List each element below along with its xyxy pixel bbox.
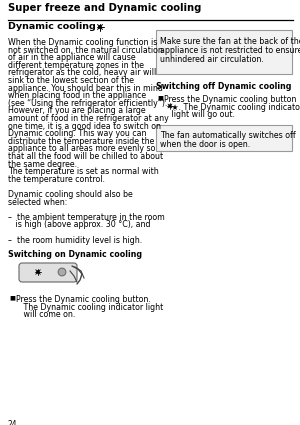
Text: amount of food in the refrigerator at any: amount of food in the refrigerator at an…: [8, 114, 169, 123]
Text: Press the Dynamic cooling button.: Press the Dynamic cooling button.: [16, 295, 151, 304]
Text: appliance. You should bear this in mind: appliance. You should bear this in mind: [8, 84, 163, 93]
Text: one time, it is a good idea to switch on: one time, it is a good idea to switch on: [8, 122, 161, 130]
Text: –  the ambient temperature in the room: – the ambient temperature in the room: [8, 213, 165, 222]
Text: ■: ■: [157, 95, 163, 100]
Text: Press the Dynamic cooling button: Press the Dynamic cooling button: [164, 95, 296, 104]
FancyBboxPatch shape: [19, 263, 77, 282]
Text: is high (above approx. 30 °C), and: is high (above approx. 30 °C), and: [8, 221, 151, 230]
Text: when the door is open.: when the door is open.: [160, 140, 250, 149]
Text: distribute the temperature inside the: distribute the temperature inside the: [8, 137, 154, 146]
Text: sink to the lowest section of the: sink to the lowest section of the: [8, 76, 134, 85]
Text: Switching on Dynamic cooling: Switching on Dynamic cooling: [8, 250, 142, 259]
Text: refrigerator as the cold, heavy air will: refrigerator as the cold, heavy air will: [8, 68, 156, 77]
Text: unhindered air circulation.: unhindered air circulation.: [160, 55, 264, 64]
Text: the same degree.: the same degree.: [8, 160, 77, 169]
Text: light will go out.: light will go out.: [164, 110, 235, 119]
Text: different temperature zones in the: different temperature zones in the: [8, 61, 144, 70]
Text: of air in the appliance will cause: of air in the appliance will cause: [8, 53, 136, 62]
Circle shape: [99, 26, 101, 28]
Text: the temperature control.: the temperature control.: [8, 175, 105, 184]
Text: –  the room humidity level is high.: – the room humidity level is high.: [8, 235, 142, 245]
Text: Super freeze and Dynamic cooling: Super freeze and Dynamic cooling: [8, 3, 201, 13]
Text: Make sure the fan at the back of the: Make sure the fan at the back of the: [160, 37, 300, 46]
Text: will come on.: will come on.: [16, 310, 75, 319]
Circle shape: [169, 105, 171, 107]
Text: selected when:: selected when:: [8, 198, 67, 207]
Text: Dynamic cooling. This way you can: Dynamic cooling. This way you can: [8, 129, 146, 138]
Text: appliance to all areas more evenly so: appliance to all areas more evenly so: [8, 144, 155, 153]
Text: not switched on, the natural circulation: not switched on, the natural circulation: [8, 45, 163, 54]
Text: (see “Using the refrigerator efficiently”).: (see “Using the refrigerator efficiently…: [8, 99, 167, 108]
Text: However, if you are placing a large: However, if you are placing a large: [8, 106, 145, 116]
Text: The fan automatically switches off: The fan automatically switches off: [160, 131, 296, 140]
FancyBboxPatch shape: [156, 30, 292, 74]
Circle shape: [37, 271, 39, 273]
Text: The temperature is set as normal with: The temperature is set as normal with: [8, 167, 159, 176]
Text: 24: 24: [8, 420, 18, 425]
Text: When the Dynamic cooling function is: When the Dynamic cooling function is: [8, 38, 158, 47]
FancyBboxPatch shape: [156, 125, 292, 151]
Text: ★. The Dynamic cooling indicator: ★. The Dynamic cooling indicator: [164, 102, 300, 111]
Text: Dynamic cooling: Dynamic cooling: [8, 22, 96, 31]
Text: when placing food in the appliance: when placing food in the appliance: [8, 91, 146, 100]
Text: ■: ■: [9, 295, 15, 300]
Text: Switching off Dynamic cooling: Switching off Dynamic cooling: [156, 82, 291, 91]
Circle shape: [58, 268, 66, 276]
Text: Dynamic cooling should also be: Dynamic cooling should also be: [8, 190, 133, 199]
Text: that all the food will be chilled to about: that all the food will be chilled to abo…: [8, 152, 163, 161]
Text: The Dynamic cooling indicator light: The Dynamic cooling indicator light: [16, 303, 163, 312]
Text: appliance is not restricted to ensure: appliance is not restricted to ensure: [160, 46, 300, 55]
